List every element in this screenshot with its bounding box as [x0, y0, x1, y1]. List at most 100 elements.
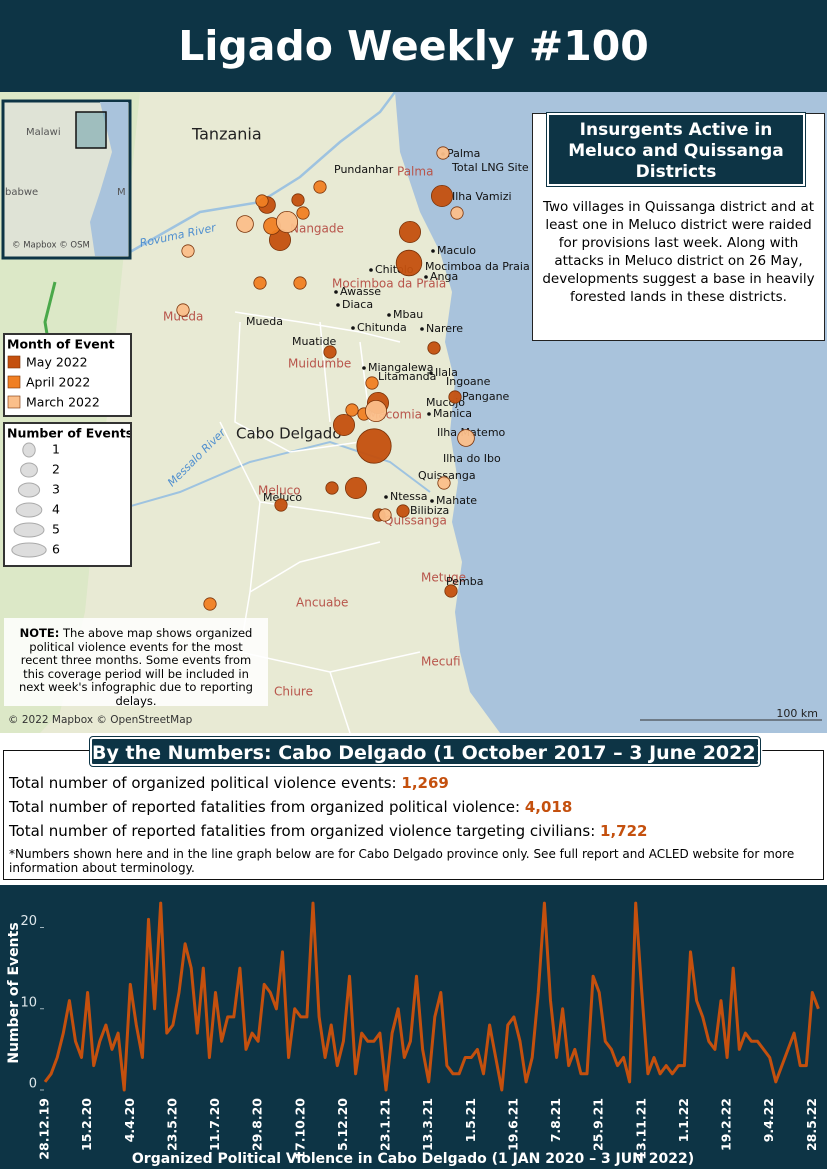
inset-label: M	[117, 187, 126, 198]
event-marker	[255, 194, 269, 208]
event-marker	[176, 303, 190, 317]
place-label: Meluco	[258, 484, 301, 498]
x-tick-label: 1.1.22	[676, 1098, 691, 1142]
district-borders	[219, 311, 421, 733]
inset-ocean	[90, 102, 128, 256]
event-marker	[274, 498, 288, 512]
size-label: 4	[52, 502, 60, 517]
x-tick-label: 23.5.20	[164, 1098, 179, 1151]
place-label: Pangane	[462, 390, 510, 403]
event-marker	[332, 413, 355, 436]
numbers-row: Total number of reported fatalities from…	[9, 798, 572, 816]
town-dot	[384, 495, 388, 499]
size-swatch	[17, 482, 41, 498]
place-label: Mahate	[436, 494, 477, 507]
x-tick-label: 25.9.21	[591, 1098, 606, 1151]
town-dot	[336, 303, 340, 307]
inset-attribution: © Mapbox © OSM	[12, 241, 90, 251]
place-label: Litamanda	[378, 370, 436, 383]
legend-label: April 2022	[26, 375, 90, 390]
place-label: Tanzania	[191, 125, 262, 144]
size-swatch	[20, 462, 38, 478]
event-marker	[444, 584, 458, 598]
place-label: Mbau	[393, 308, 423, 321]
x-tick-label: 13.11.21	[633, 1098, 648, 1160]
town-dot	[387, 313, 391, 317]
size-label: 3	[52, 482, 60, 497]
place-label: Mocimboa da Praia	[332, 277, 446, 291]
note-label: NOTE:	[19, 626, 60, 640]
inset-highlight	[75, 111, 107, 149]
event-marker	[236, 215, 254, 233]
place-label: Meluco	[263, 491, 302, 504]
town-dot	[429, 371, 433, 375]
numbers-title: By the Numbers: Cabo Delgado (1 October …	[89, 736, 764, 767]
event-marker	[323, 345, 337, 359]
numbers-label: Total number of reported fatalities from…	[9, 822, 596, 840]
place-label: Bilibiza	[410, 504, 449, 517]
event-marker	[364, 399, 387, 422]
x-tick-label: 7.8.21	[548, 1098, 563, 1142]
place-label: Quissanga	[418, 469, 476, 482]
header-title: Ligado Weekly #100	[0, 0, 827, 92]
place-label: Ingoane	[446, 375, 491, 388]
place-label: Awasse	[340, 285, 381, 298]
x-tick-label: 1.5.21	[463, 1098, 478, 1142]
place-label: Mueda	[246, 315, 283, 328]
place-label: Muidumbe	[288, 357, 351, 371]
legend-swatch	[7, 355, 21, 369]
scale-label: 100 km	[776, 707, 818, 720]
y-tick-label: 10	[20, 995, 37, 1010]
map-note: NOTE: The above map shows organized poli…	[4, 618, 268, 708]
event-marker	[395, 249, 423, 277]
legend-label: May 2022	[26, 355, 88, 370]
numbers-row: Total number of reported fatalities from…	[9, 822, 647, 840]
event-marker	[291, 193, 305, 207]
numbers-label: Total number of reported fatalities from…	[9, 798, 521, 816]
event-marker	[436, 146, 450, 160]
event-marker	[325, 481, 339, 495]
numbers-footnote: *Numbers shown here and in the line grap…	[9, 847, 795, 875]
line-series	[43, 901, 820, 1092]
size-label: 1	[52, 442, 60, 457]
legend-swatch	[7, 375, 21, 389]
place-label: Palma	[447, 147, 480, 160]
event-marker	[313, 180, 327, 194]
size-swatch	[22, 442, 36, 458]
town-dot	[351, 326, 355, 330]
town-dot	[420, 327, 424, 331]
x-tick-label: 29.8.20	[250, 1098, 265, 1151]
x-tick-label: 15.2.20	[79, 1098, 94, 1151]
place-label: Manica	[433, 407, 472, 420]
size-legend: Number of Events 1 2 3 4 5 6	[3, 422, 133, 567]
legend-swatch	[7, 395, 21, 409]
town-dot	[334, 290, 338, 294]
place-label: Diaca	[342, 298, 373, 311]
size-label: 2	[52, 462, 60, 477]
event-marker	[345, 403, 359, 417]
event-marker	[293, 276, 307, 290]
month-legend-graphic: Month of Event May 2022 April 2022 March 20…	[7, 337, 115, 410]
place-label: Narere	[426, 322, 463, 335]
place-label: Mecufi	[421, 655, 461, 669]
event-marker	[430, 185, 453, 208]
inset-label: babwe	[5, 187, 38, 198]
x-tick-label: 5.12.20	[335, 1098, 350, 1151]
note-text: The above map shows organized political …	[19, 626, 253, 708]
event-marker	[457, 429, 475, 447]
town-dot	[369, 268, 373, 272]
numbers-row: Total number of organized political viol…	[9, 774, 449, 792]
event-marker	[378, 508, 392, 522]
place-label: Nangade	[290, 222, 344, 236]
event-marker	[181, 244, 195, 258]
month-legend: Month of Event May 2022 April 2022 March 20…	[3, 333, 132, 417]
event-marker	[365, 376, 379, 390]
size-label: 6	[52, 542, 60, 557]
town-dot	[431, 249, 435, 253]
place-label: Muatide	[292, 335, 337, 348]
place-label: Ilha Vamizi	[452, 190, 512, 203]
rovuma-river	[129, 92, 396, 254]
